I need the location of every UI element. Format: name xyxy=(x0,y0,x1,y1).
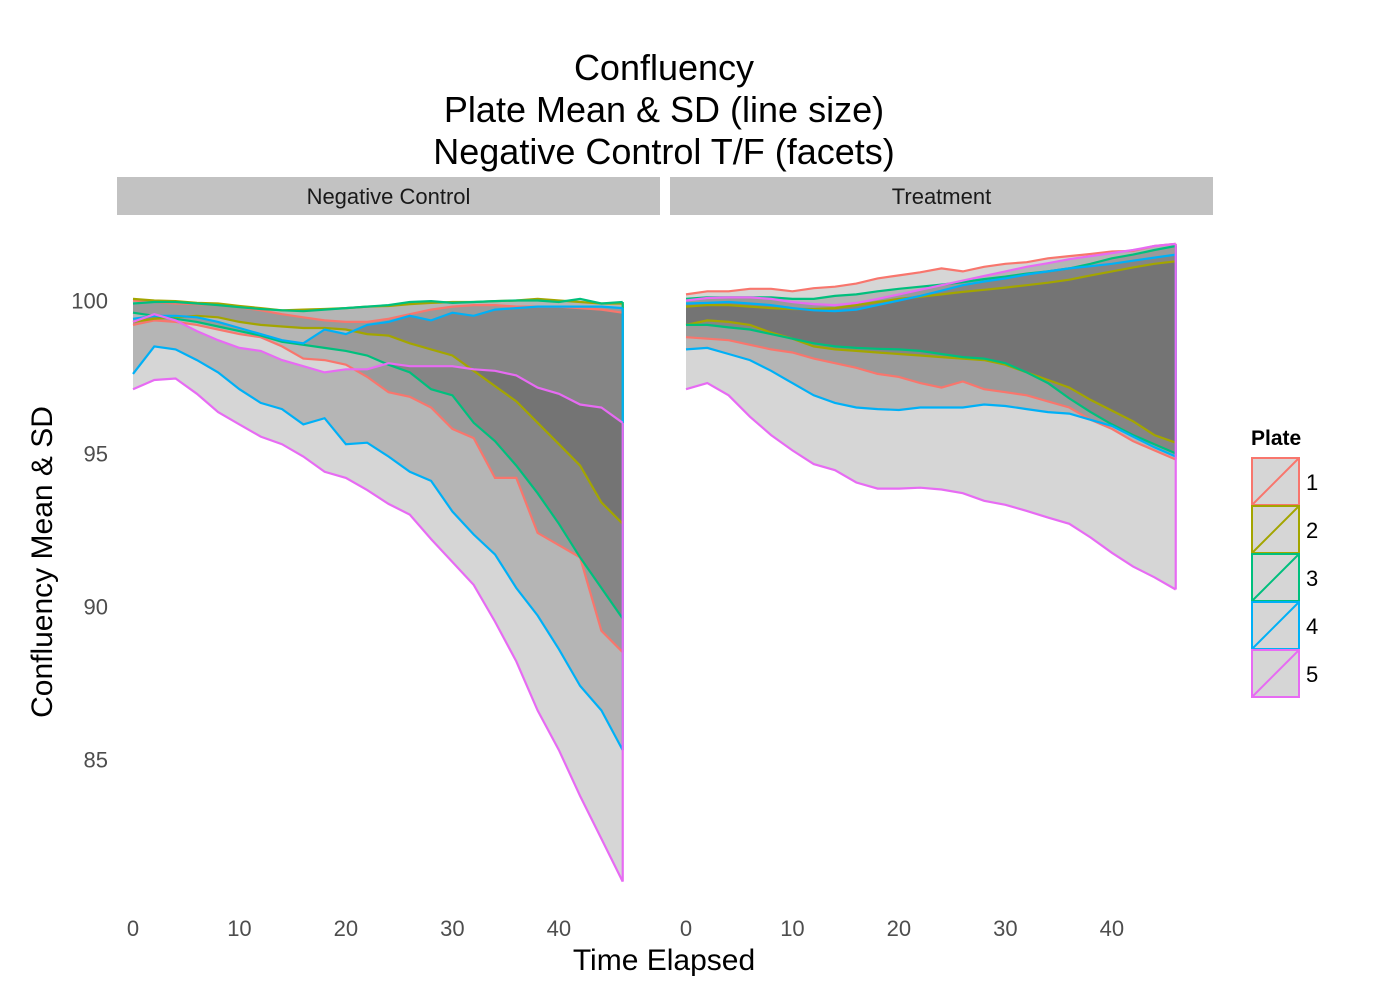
legend-key-plate-1: 1 xyxy=(1251,457,1318,506)
legend-glyph-plate-5 xyxy=(1251,649,1300,698)
facet-negative-control: Negative Control xyxy=(117,177,660,883)
y-tick-label-95: 95 xyxy=(84,441,108,466)
y-axis: 85 90 95 100 xyxy=(71,288,108,772)
chart-title: Confluency Plate Mean & SD (line size) N… xyxy=(433,47,895,172)
facet-treatment: Treatment xyxy=(670,177,1213,591)
line-lower-negative-control-plate-2 xyxy=(132,314,624,525)
x-tick-label-treatment-20: 20 xyxy=(887,916,911,941)
line-lower-treatment-plate-4 xyxy=(685,346,1177,458)
line-upper-treatment-plate-2 xyxy=(685,260,1176,311)
title-line-1: Confluency xyxy=(574,47,754,88)
line-upper-treatment-plate-5 xyxy=(685,242,1176,307)
x-axis-treatment: 0 10 20 30 40 xyxy=(680,916,1124,941)
line-lower-treatment-plate-5 xyxy=(685,381,1177,591)
line-lower-negative-control-plate-1 xyxy=(132,319,624,653)
line-lower-negative-control-plate-4 xyxy=(132,345,624,751)
line-lower-negative-control-plate-5 xyxy=(132,377,624,883)
line-upper-treatment-plate-1 xyxy=(685,242,1176,296)
x-tick-label-negative-control-0: 0 xyxy=(127,916,139,941)
legend-label-plate-1: 1 xyxy=(1306,470,1318,495)
facet-label-negative-control: Negative Control xyxy=(307,184,471,209)
title-line-3: Negative Control T/F (facets) xyxy=(433,131,895,172)
legend-label-plate-4: 4 xyxy=(1306,614,1318,639)
y-tick-label-85: 85 xyxy=(84,747,108,772)
legend: Plate 1 2 3 4 5 xyxy=(1251,427,1318,698)
facet-strip-treatment xyxy=(670,177,1213,215)
legend-key-plate-3: 3 xyxy=(1251,553,1318,602)
panel-negative-control xyxy=(132,297,624,883)
x-tick-label-treatment-30: 30 xyxy=(993,916,1017,941)
line-upper-treatment-plate-4 xyxy=(685,253,1176,313)
y-axis-title: Confluency Mean & SD xyxy=(26,406,59,718)
x-axis-negative-control: 0 10 20 30 40 xyxy=(127,916,571,941)
line-lower-negative-control-plate-3 xyxy=(132,311,624,620)
x-tick-label-negative-control-10: 10 xyxy=(227,916,251,941)
legend-label-plate-5: 5 xyxy=(1306,662,1318,687)
ribbon-negative-control-plate-3 xyxy=(133,298,623,619)
legend-label-plate-3: 3 xyxy=(1306,566,1318,591)
x-tick-label-negative-control-30: 30 xyxy=(440,916,464,941)
facet-label-treatment: Treatment xyxy=(892,184,991,209)
facet-strip-negative-control xyxy=(117,177,660,215)
legend-glyph-plate-2 xyxy=(1251,505,1300,554)
legend-label-plate-2: 2 xyxy=(1306,518,1318,543)
x-tick-label-treatment-0: 0 xyxy=(680,916,692,941)
x-axis-title: Time Elapsed xyxy=(573,944,755,977)
line-upper-negative-control-plate-4 xyxy=(132,305,623,345)
ribbon-negative-control-plate-2 xyxy=(133,298,623,524)
line-upper-negative-control-plate-3 xyxy=(132,297,623,313)
line-upper-treatment-plate-3 xyxy=(685,244,1176,300)
legend-key-plate-4: 4 xyxy=(1251,601,1318,650)
legend-glyph-plate-4 xyxy=(1251,601,1300,650)
legend-title: Plate xyxy=(1251,427,1301,450)
y-tick-label-100: 100 xyxy=(71,288,108,313)
ribbon-treatment-plate-3 xyxy=(686,246,1176,454)
title-line-2: Plate Mean & SD (line size) xyxy=(444,89,884,130)
ribbon-treatment-plate-5 xyxy=(686,243,1176,590)
x-tick-label-treatment-10: 10 xyxy=(780,916,804,941)
legend-glyph-plate-3 xyxy=(1251,553,1300,602)
legend-glyph-plate-1 xyxy=(1251,457,1300,506)
line-lower-treatment-plate-2 xyxy=(685,319,1177,444)
panel-treatment xyxy=(685,242,1177,591)
legend-key-plate-5: 5 xyxy=(1251,649,1318,698)
x-tick-label-treatment-40: 40 xyxy=(1100,916,1124,941)
ribbon-negative-control-plate-1 xyxy=(133,300,623,653)
legend-key-plate-2: 2 xyxy=(1251,505,1318,554)
ribbon-negative-control-plate-5 xyxy=(133,314,623,882)
y-tick-label-90: 90 xyxy=(84,594,108,619)
line-upper-negative-control-plate-5 xyxy=(132,313,624,424)
ribbon-negative-control-plate-4 xyxy=(133,306,623,751)
x-tick-label-negative-control-20: 20 xyxy=(334,916,358,941)
x-tick-label-negative-control-40: 40 xyxy=(547,916,571,941)
line-lower-treatment-plate-3 xyxy=(686,323,1177,455)
